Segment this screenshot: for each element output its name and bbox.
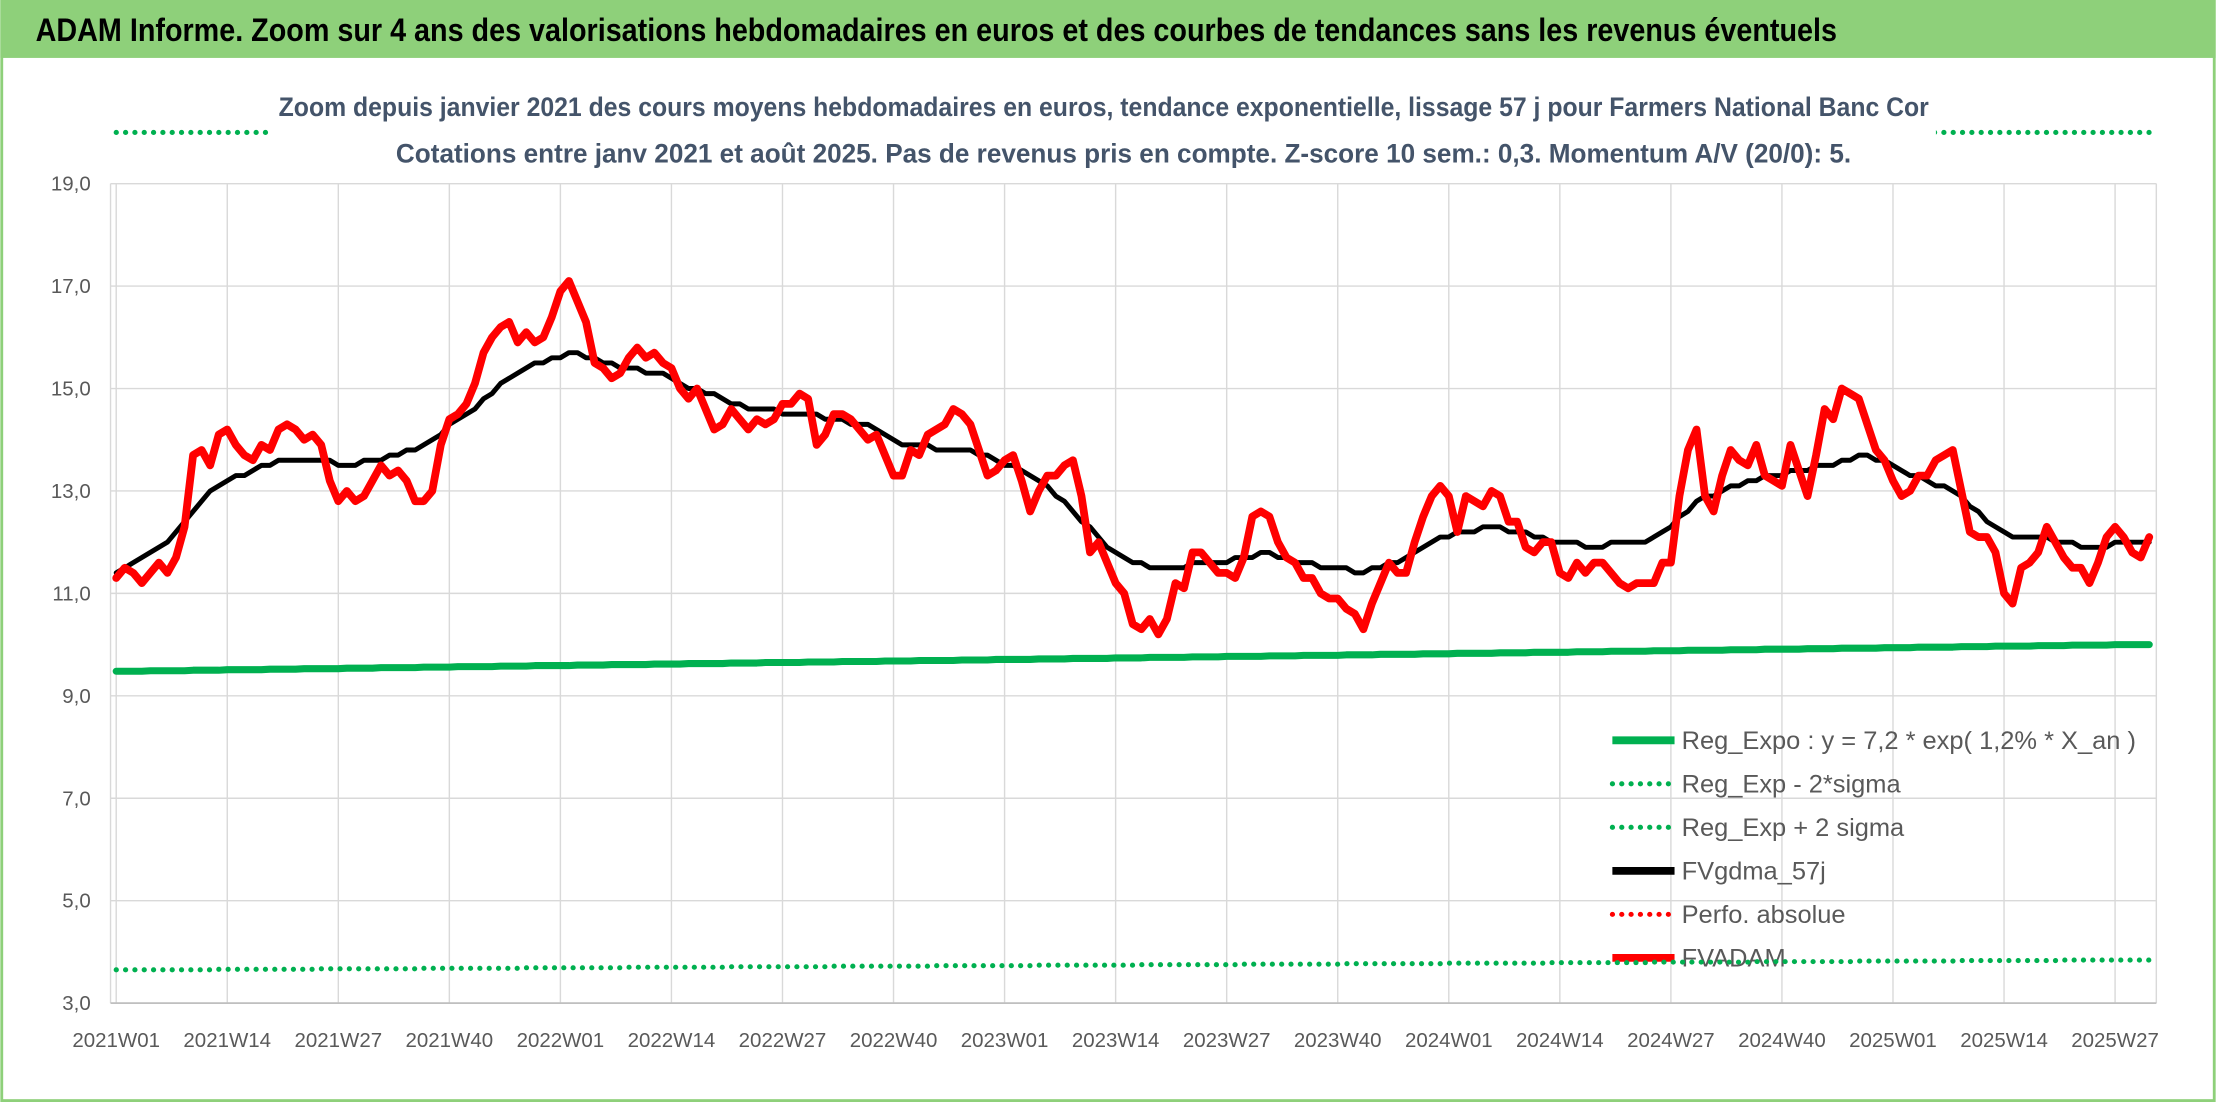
series-line	[112, 277, 2154, 639]
x-tick-label: 2024W14	[1516, 1029, 1604, 1052]
legend-label: Reg_Exp - 2*sigma	[1682, 770, 1902, 798]
x-tick-label: 2024W27	[1627, 1029, 1715, 1052]
x-tick-label: 2022W40	[850, 1029, 938, 1052]
x-tick-label: 2025W14	[1960, 1029, 2048, 1052]
y-tick-label: 11,0	[52, 582, 90, 605]
legend-label: Perfo. absolue	[1682, 901, 1846, 929]
legend-label: Reg_Expo : y = 7,2 * exp( 1,2% * X_an )	[1682, 727, 2136, 755]
chart-title: ADAM Informe. Zoom sur 4 ans des valoris…	[36, 12, 1837, 48]
y-tick-label: 3,0	[62, 992, 90, 1015]
y-tick-label: 15,0	[51, 378, 91, 401]
y-tick-label: 19,0	[51, 173, 91, 196]
x-tick-label: 2022W27	[739, 1029, 827, 1052]
subtitle: Cotations entre janv 2021 et août 2025. …	[396, 138, 1851, 168]
x-tick-label: 2024W01	[1405, 1029, 1493, 1052]
x-tick-label: 2023W40	[1294, 1029, 1382, 1052]
y-tick-label: 9,0	[62, 685, 90, 708]
x-tick-label: 2021W27	[294, 1029, 382, 1052]
x-tick-label: 2022W14	[628, 1029, 716, 1052]
x-tick-label: 2023W01	[961, 1029, 1049, 1052]
y-tick-label: 7,0	[62, 787, 90, 810]
legend-label: Reg_Exp + 2 sigma	[1682, 814, 1905, 842]
legend-label: FVgdma_57j	[1682, 857, 1826, 885]
series-line	[113, 957, 2152, 973]
x-tick-label: 2023W27	[1183, 1029, 1271, 1052]
legend-label: FVADAM	[1682, 944, 1786, 972]
x-tick-label: 2022W01	[517, 1029, 605, 1052]
x-tick-label: 2021W01	[72, 1029, 160, 1052]
y-tick-label: 5,0	[62, 890, 90, 913]
series-line	[112, 641, 2153, 675]
y-tick-label: 17,0	[51, 275, 91, 298]
subtitle: Zoom depuis janvier 2021 des cours moyen…	[279, 92, 1930, 122]
subtitle-background	[268, 81, 1936, 179]
x-tick-label: 2025W27	[2071, 1029, 2159, 1052]
x-tick-label: 2021W40	[406, 1029, 494, 1052]
header-bar	[0, 0, 2216, 58]
y-tick-label: 13,0	[51, 480, 91, 503]
x-tick-label: 2021W14	[183, 1029, 271, 1052]
x-tick-label: 2023W14	[1072, 1029, 1160, 1052]
x-tick-label: 2025W01	[1849, 1029, 1937, 1052]
x-tick-label: 2024W40	[1738, 1029, 1826, 1052]
